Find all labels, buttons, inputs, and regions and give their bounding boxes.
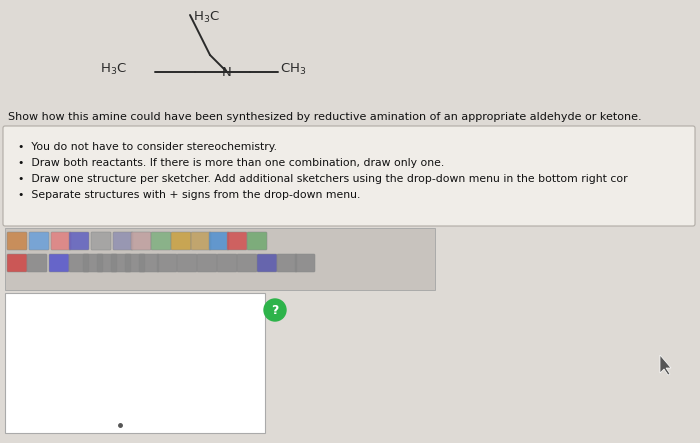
FancyBboxPatch shape — [111, 254, 131, 272]
FancyBboxPatch shape — [217, 254, 237, 272]
FancyBboxPatch shape — [197, 254, 217, 272]
FancyBboxPatch shape — [157, 254, 177, 272]
Text: •  You do not have to consider stereochemistry.: • You do not have to consider stereochem… — [18, 142, 277, 152]
Text: ?: ? — [272, 304, 279, 318]
FancyBboxPatch shape — [151, 232, 171, 250]
Text: $\mathregular{H_3C}$: $\mathregular{H_3C}$ — [193, 10, 220, 25]
FancyBboxPatch shape — [7, 254, 27, 272]
FancyBboxPatch shape — [27, 254, 47, 272]
FancyBboxPatch shape — [91, 232, 111, 250]
FancyBboxPatch shape — [277, 254, 297, 272]
Text: N: N — [222, 66, 232, 78]
FancyBboxPatch shape — [171, 232, 191, 250]
FancyBboxPatch shape — [247, 232, 267, 250]
FancyBboxPatch shape — [139, 254, 159, 272]
FancyBboxPatch shape — [49, 254, 69, 272]
FancyBboxPatch shape — [113, 232, 133, 250]
FancyBboxPatch shape — [7, 232, 27, 250]
FancyBboxPatch shape — [3, 126, 695, 226]
FancyBboxPatch shape — [69, 254, 89, 272]
Text: •  Draw one structure per sketcher. Add additional sketchers using the drop-down: • Draw one structure per sketcher. Add a… — [18, 174, 628, 184]
FancyBboxPatch shape — [257, 254, 277, 272]
Circle shape — [264, 299, 286, 321]
FancyBboxPatch shape — [51, 232, 71, 250]
Bar — [5, 228, 435, 290]
FancyBboxPatch shape — [237, 254, 257, 272]
Text: Show how this amine could have been synthesized by reductive amination of an app: Show how this amine could have been synt… — [8, 112, 642, 122]
FancyBboxPatch shape — [83, 254, 103, 272]
FancyBboxPatch shape — [29, 232, 49, 250]
FancyBboxPatch shape — [97, 254, 117, 272]
Text: •  Separate structures with + signs from the drop-down menu.: • Separate structures with + signs from … — [18, 190, 360, 200]
Text: •  Draw both reactants. If there is more than one combination, draw only one.: • Draw both reactants. If there is more … — [18, 158, 444, 168]
Polygon shape — [660, 355, 671, 375]
Text: $\mathregular{CH_3}$: $\mathregular{CH_3}$ — [280, 62, 307, 77]
FancyBboxPatch shape — [191, 232, 211, 250]
FancyBboxPatch shape — [295, 254, 315, 272]
Text: $\mathregular{H_3C}$: $\mathregular{H_3C}$ — [100, 62, 127, 77]
FancyBboxPatch shape — [209, 232, 229, 250]
FancyBboxPatch shape — [177, 254, 197, 272]
Bar — [5, 293, 265, 433]
FancyBboxPatch shape — [69, 232, 89, 250]
FancyBboxPatch shape — [125, 254, 145, 272]
FancyBboxPatch shape — [227, 232, 247, 250]
FancyBboxPatch shape — [131, 232, 151, 250]
